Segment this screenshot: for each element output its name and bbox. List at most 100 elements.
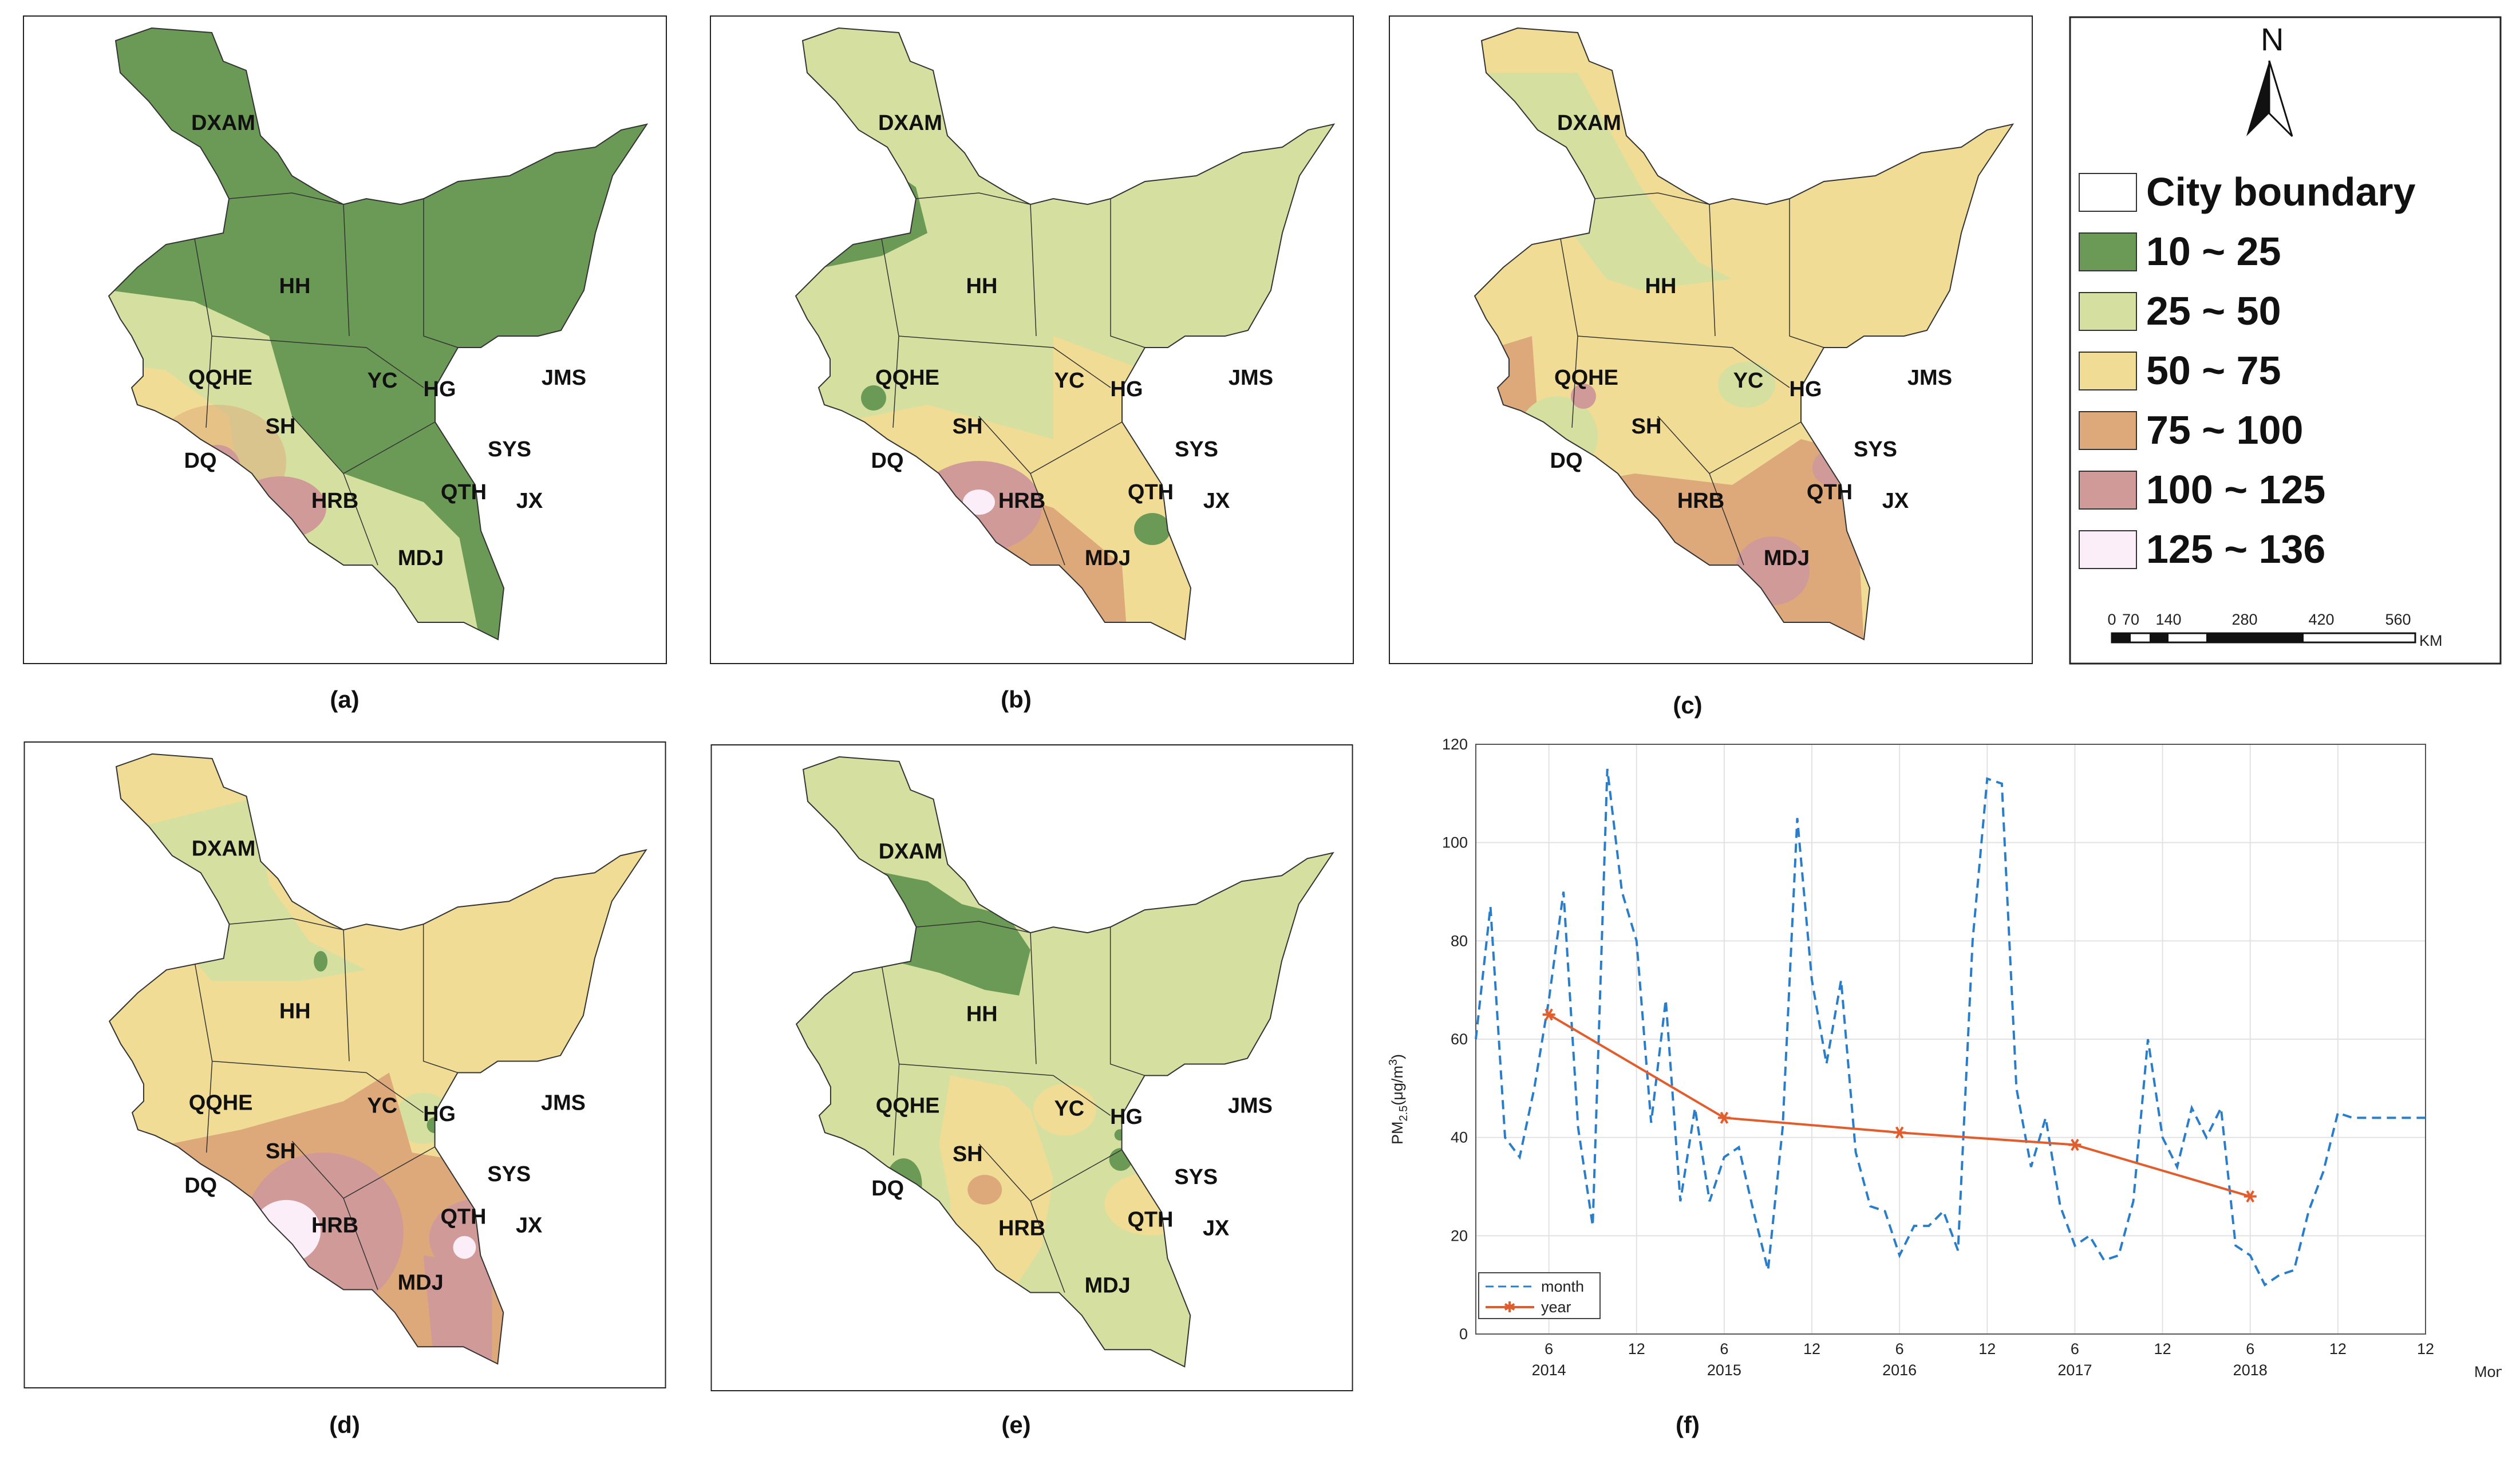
legend-label-3: 50 ~ 75 [2146, 348, 2281, 393]
scale-bar: 0 70 140 280 420 560 KM [2107, 611, 2442, 649]
label-sh: SH [266, 1139, 296, 1163]
label-yc: YC [1733, 369, 1764, 393]
label-sh: SH [1632, 415, 1662, 439]
scale-tick-1: 70 [2122, 611, 2139, 628]
label-mdj: MDJ [398, 546, 444, 570]
label-yc: YC [1054, 1096, 1085, 1120]
legend-swatch-6 [2079, 530, 2137, 569]
label-sh: SH [953, 415, 983, 439]
caption-f: (f) [1676, 1411, 1700, 1438]
year-point-marker [2243, 1190, 2257, 1203]
scale-tick-5: 560 [2385, 611, 2411, 628]
year-point-marker [2068, 1139, 2081, 1151]
label-jx: JX [1203, 489, 1230, 513]
label-qqhe: QQHE [188, 366, 252, 390]
scale-tick-4: 420 [2308, 611, 2334, 628]
legend-label-4: 75 ~ 100 [2146, 408, 2303, 452]
x-tick-label: 12 [1978, 1340, 1996, 1357]
label-dxam: DXAM [878, 111, 942, 135]
label-hh: HH [279, 1000, 311, 1024]
legend-label-6: 125 ~ 136 [2146, 527, 2325, 571]
legend-label-month: month [1541, 1278, 1584, 1295]
scale-tick-0: 0 [2107, 611, 2116, 628]
y-tick-label: 80 [1451, 932, 1468, 949]
label-jx: JX [1203, 1217, 1229, 1241]
year-point-marker [1893, 1126, 1906, 1139]
label-dq: DQ [1550, 449, 1583, 473]
x-tick-label: 6 [1720, 1340, 1728, 1357]
label-sys: SYS [487, 1162, 531, 1186]
label-dq: DQ [871, 1177, 904, 1201]
label-yc: YC [368, 369, 398, 393]
label-jms: JMS [541, 1091, 586, 1115]
label-hg: HG [1111, 377, 1143, 401]
label-sys: SYS [488, 437, 531, 461]
legend-label-5: 100 ~ 125 [2146, 467, 2325, 512]
label-hg: HG [1110, 1105, 1143, 1129]
caption-e: (e) [1001, 1411, 1031, 1438]
caption-c: (c) [1673, 692, 1703, 719]
label-jms: JMS [542, 366, 586, 390]
y-tick-label: 20 [1451, 1227, 1468, 1244]
legend-swatch-4 [2079, 411, 2137, 450]
label-jms: JMS [1907, 366, 1952, 390]
label-qqhe: QQHE [189, 1091, 253, 1115]
label-qth: QTH [1127, 1208, 1173, 1232]
label-mdj: MDJ [398, 1270, 444, 1295]
series-line-month [1475, 768, 2426, 1287]
label-sh: SH [953, 1142, 983, 1166]
scale-tick-3: 280 [2231, 611, 2257, 628]
pm25-line-chart: 0 20 40 60 80 100 120 6 12 6 12 6 12 6 12 6 12 12 2014 2015… [1387, 736, 2502, 1380]
x-tick-label: 12 [2417, 1340, 2434, 1357]
label-jx: JX [516, 1214, 542, 1238]
y-tick-label: 0 [1459, 1325, 1468, 1343]
year-point-marker [1542, 1008, 1555, 1021]
legend-star-icon: ✱ [1503, 1299, 1516, 1316]
label-hrb: HRB [998, 1217, 1045, 1241]
year-label: 2018 [2233, 1362, 2268, 1379]
label-sys: SYS [1174, 1165, 1218, 1189]
legend-swatch-5 [2079, 471, 2137, 510]
label-mdj: MDJ [1085, 546, 1131, 570]
label-jms: JMS [1228, 1094, 1273, 1118]
label-hg: HG [1790, 377, 1822, 401]
label-yc: YC [1054, 369, 1085, 393]
label-dxam: DXAM [1557, 111, 1621, 135]
label-qth: QTH [1128, 480, 1174, 504]
y-tick-label: 120 [1442, 736, 1468, 753]
scale-unit: KM [2419, 632, 2443, 649]
x-tick-label: 12 [2154, 1340, 2171, 1357]
x-tick-label: 12 [1803, 1340, 1820, 1357]
legend-panel: N City boundary 10 ~ 25 25 ~ 50 50 ~ 75 75 ~… [2069, 16, 2502, 665]
label-hrb: HRB [311, 1214, 358, 1238]
legend-swatch-3 [2079, 352, 2137, 390]
y-axis-label: PM2.5(μg/m3) [1387, 1054, 1410, 1145]
legend-label-1: 10 ~ 25 [2146, 229, 2281, 274]
legend-swatch-0 [2079, 173, 2137, 212]
caption-a: (a) [330, 686, 360, 713]
label-hh: HH [966, 1003, 998, 1027]
x-tick-label: 6 [2246, 1340, 2254, 1357]
y-tick-label: 60 [1451, 1031, 1468, 1048]
label-hh: HH [966, 274, 998, 298]
label-dxam: DXAM [879, 839, 943, 863]
label-sys: SYS [1175, 437, 1218, 461]
legend-swatch-2 [2079, 292, 2137, 331]
legend-label-2: 25 ~ 50 [2146, 289, 2281, 333]
label-qth: QTH [1807, 480, 1853, 504]
north-label: N [2261, 21, 2284, 57]
year-label: 2015 [1707, 1362, 1741, 1379]
legend-label-year: year [1541, 1299, 1571, 1316]
map-panel-e: DXAM HH QQHE YC HG JMS SH DQ SYS QTH JX … [710, 744, 1353, 1391]
x-axis-label: Month [2474, 1363, 2502, 1380]
label-qth: QTH [440, 1205, 486, 1229]
label-hg: HG [423, 1102, 456, 1126]
north-arrow-icon [2246, 60, 2293, 137]
label-qth: QTH [441, 480, 487, 504]
y-tick-label: 40 [1451, 1129, 1468, 1146]
caption-d: (d) [329, 1411, 360, 1438]
x-tick-label: 6 [2071, 1340, 2079, 1357]
label-hh: HH [279, 274, 311, 298]
label-mdj: MDJ [1085, 1273, 1131, 1297]
label-hrb: HRB [311, 489, 358, 513]
